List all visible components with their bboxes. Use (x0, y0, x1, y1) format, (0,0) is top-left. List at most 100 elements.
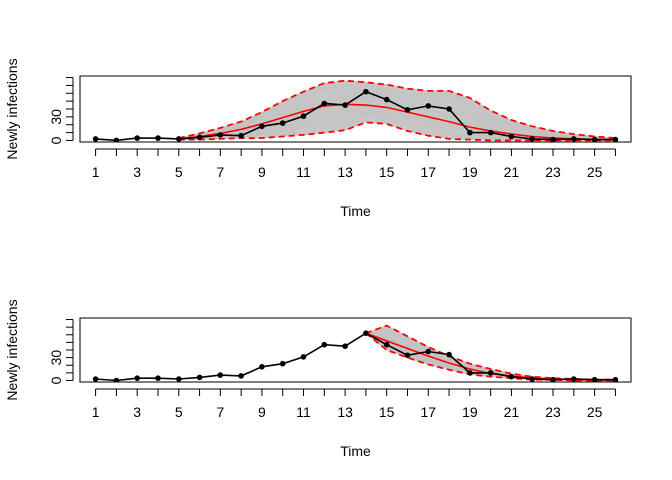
y-axis-title: Newly infections (4, 58, 20, 159)
x-tick-label: 11 (296, 164, 311, 180)
observed-point (217, 372, 224, 378)
observed-point (529, 136, 535, 142)
x-tick-label: 5 (175, 164, 183, 180)
x-tick-label: 19 (462, 164, 478, 180)
plot-frame (79, 317, 632, 383)
y-axis-title: Newly infections (4, 299, 20, 400)
y-tick-label: 0 (48, 376, 64, 384)
observed-point (300, 354, 307, 360)
observed-point (571, 376, 577, 382)
observed-line (95, 90, 616, 142)
observed-point (467, 129, 473, 136)
observed-point (342, 102, 348, 108)
observed-point (279, 120, 286, 126)
x-tick-label: 25 (587, 164, 603, 180)
observed-point (612, 136, 619, 142)
observed-point (404, 352, 411, 359)
x-tick-label: 1 (92, 404, 100, 420)
y-tick-label: 0 (48, 136, 64, 144)
observed-point (238, 132, 244, 139)
observed-point (383, 96, 390, 103)
x-tick-label: 11 (296, 404, 311, 420)
x-tick-label: 21 (504, 164, 520, 180)
observed-point (571, 136, 577, 142)
x-tick-label: 9 (258, 404, 266, 420)
lower-bound-line (365, 332, 616, 382)
observed-point (591, 376, 598, 382)
observed-point (321, 100, 328, 107)
observed-point (446, 351, 452, 358)
observed-point (446, 106, 452, 112)
observed-point (508, 133, 515, 140)
observed-point (92, 136, 99, 142)
observed-point (425, 348, 432, 355)
x-tick-label: 17 (420, 404, 436, 420)
observed-point (259, 364, 265, 370)
observed-point (487, 129, 494, 136)
x-tick-label: 9 (258, 164, 266, 180)
observed-point (550, 136, 556, 142)
observed-point (134, 375, 140, 382)
observed-point (176, 376, 182, 382)
x-tick-label: 21 (504, 404, 520, 420)
observed-point (425, 103, 432, 109)
x-tick-label: 1 (92, 164, 100, 180)
y-tick-label: 30 (48, 350, 64, 366)
observed-point (467, 370, 473, 376)
x-tick-label: 3 (133, 404, 141, 420)
observed-point (113, 377, 120, 382)
x-tick-label: 15 (379, 404, 395, 420)
y-tick-label: 30 (48, 109, 64, 125)
x-tick-label: 7 (216, 404, 224, 420)
observed-point (92, 376, 99, 382)
plot-area (92, 79, 619, 142)
observed-point (259, 123, 265, 130)
x-tick-label: 23 (545, 404, 561, 420)
x-tick-label: 19 (462, 404, 478, 420)
observed-point (404, 107, 411, 113)
upper-bound-line (365, 324, 616, 381)
observed-point (321, 341, 328, 348)
observed-point (113, 137, 120, 142)
observed-point (363, 330, 369, 337)
observed-point (363, 88, 369, 95)
x-tick-label: 15 (379, 164, 395, 180)
observed-point (217, 132, 224, 138)
observed-point (529, 376, 535, 382)
observed-point (612, 376, 619, 382)
observed-line (95, 332, 616, 382)
median-line (178, 103, 616, 141)
observed-point (300, 113, 307, 119)
plot-area (92, 324, 619, 382)
observed-point (342, 343, 348, 350)
observed-point (238, 373, 244, 379)
x-tick-label: 7 (216, 164, 224, 180)
observed-point (155, 375, 161, 382)
x-tick-label: 23 (545, 164, 561, 180)
x-tick-label: 25 (587, 404, 603, 420)
observed-point (176, 136, 182, 142)
x-axis-title: Time (340, 443, 371, 459)
x-axis-title: Time (340, 203, 371, 219)
observed-point (196, 134, 203, 141)
x-tick-label: 13 (337, 164, 353, 180)
observed-point (196, 374, 203, 381)
observed-point (487, 370, 494, 376)
observed-point (550, 376, 556, 382)
observed-point (591, 136, 598, 142)
x-tick-label: 3 (133, 164, 141, 180)
upper-bound-line (178, 79, 616, 139)
plot-frame (79, 75, 632, 143)
observed-point (508, 373, 515, 380)
observed-point (155, 135, 161, 141)
observed-point (134, 135, 140, 141)
observed-point (279, 360, 286, 367)
observed-point (383, 341, 390, 348)
x-tick-label: 17 (420, 164, 436, 180)
x-tick-label: 5 (175, 404, 183, 420)
x-tick-label: 13 (337, 404, 353, 420)
lower-bound-line (178, 121, 616, 142)
